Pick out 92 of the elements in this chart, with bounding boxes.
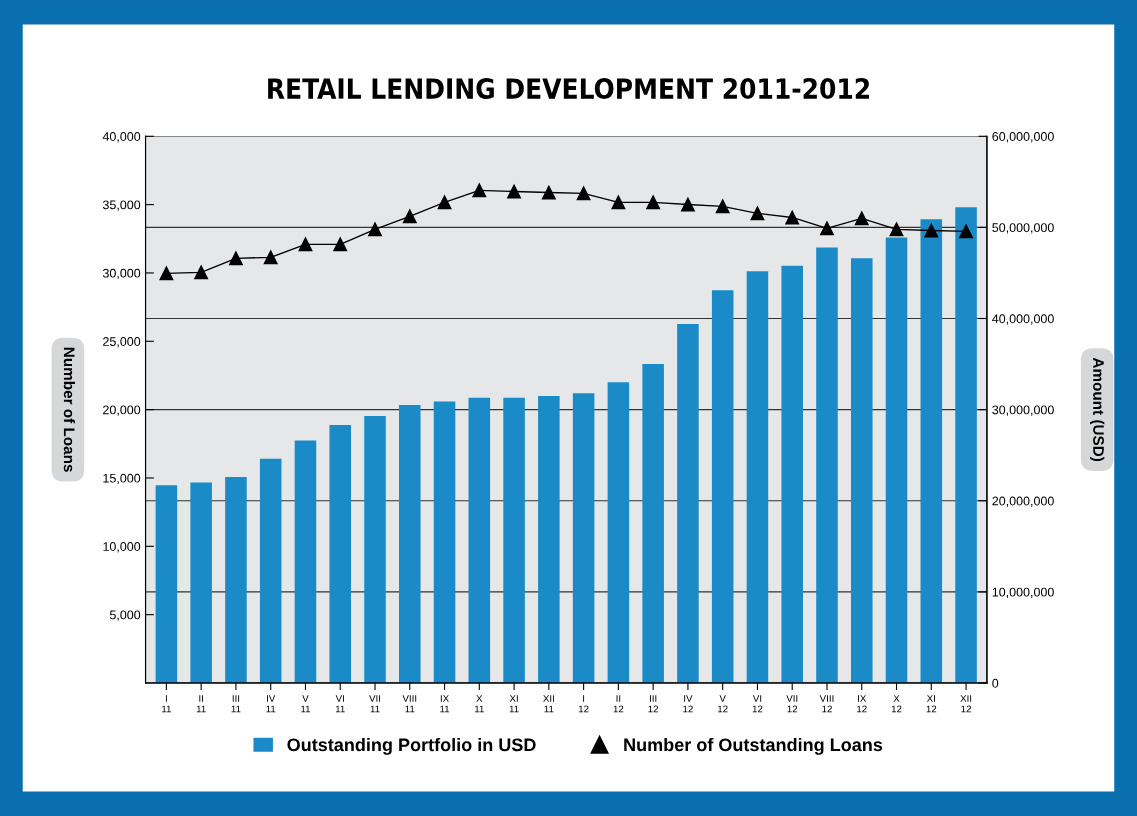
point bbox=[333, 237, 348, 252]
bar bbox=[259, 458, 282, 683]
bar bbox=[433, 401, 456, 683]
bar bbox=[746, 271, 769, 683]
point bbox=[541, 185, 556, 200]
x-tick-label: X 11 bbox=[475, 695, 484, 713]
bar bbox=[816, 247, 838, 683]
x-tick-label: V 12 bbox=[718, 695, 728, 713]
x-tick-label: VII 11 bbox=[369, 695, 381, 713]
y-axis-title: Number of Loans bbox=[63, 347, 76, 472]
chart-title: RETAIL LENDING DEVELOPMENT 2011-2012 bbox=[268, 78, 870, 100]
y2-tick-label: 60,000,000 bbox=[992, 132, 1054, 143]
y-tick-label: 30,000 bbox=[102, 268, 141, 280]
y-tick-label: 10,000 bbox=[103, 542, 141, 553]
bar bbox=[677, 323, 699, 683]
point bbox=[194, 265, 209, 280]
bar bbox=[572, 393, 595, 683]
point bbox=[959, 224, 974, 239]
bar bbox=[503, 397, 525, 683]
bar bbox=[642, 364, 664, 683]
point bbox=[437, 195, 452, 210]
point bbox=[402, 209, 417, 224]
bar bbox=[607, 382, 630, 683]
x-tick-label: II 12 bbox=[613, 695, 624, 713]
bar bbox=[711, 290, 734, 683]
y-tick-label: 20,000 bbox=[103, 405, 141, 416]
bar bbox=[885, 237, 908, 683]
bar bbox=[955, 207, 977, 683]
x-tick-label: VII 12 bbox=[786, 695, 798, 713]
point bbox=[854, 211, 869, 226]
x-tick-label: I 11 bbox=[162, 695, 171, 713]
y-tick-label: 25,000 bbox=[103, 337, 141, 348]
x-tick-label: IX 11 bbox=[440, 695, 450, 713]
point bbox=[785, 210, 800, 225]
x-tick-label: IV 12 bbox=[683, 695, 693, 713]
point bbox=[750, 206, 765, 221]
y-tick-label: 35,000 bbox=[102, 200, 141, 211]
x-tick-label: I 12 bbox=[578, 695, 589, 713]
point bbox=[472, 183, 487, 198]
y-tick-label: 40,000 bbox=[102, 132, 141, 143]
point bbox=[611, 195, 626, 210]
x-tick-label: XI 11 bbox=[509, 695, 519, 713]
x-tick-label: X 12 bbox=[891, 695, 902, 713]
x-tick-label: II 11 bbox=[196, 695, 206, 713]
x-tick-label: VIII 11 bbox=[402, 695, 417, 713]
x-tick-label: XII 12 bbox=[960, 695, 972, 713]
y2-axis-title: Amount (USD) bbox=[1090, 357, 1105, 462]
bar bbox=[781, 265, 803, 683]
bar bbox=[155, 485, 178, 683]
bar bbox=[364, 416, 386, 683]
bar bbox=[538, 395, 560, 683]
x-tick-label: IX 12 bbox=[857, 695, 867, 713]
x-tick-label: VI 12 bbox=[752, 695, 763, 713]
point bbox=[924, 223, 939, 238]
bar bbox=[468, 397, 491, 683]
bar bbox=[920, 219, 943, 683]
y2-tick-label: 30,000,000 bbox=[992, 405, 1054, 416]
point bbox=[820, 221, 834, 236]
bar bbox=[225, 477, 247, 683]
point bbox=[507, 184, 522, 199]
y-tick-label: 5,000 bbox=[109, 610, 141, 621]
x-tick-label: IV 11 bbox=[266, 695, 276, 713]
y2-tick-label: 40,000,000 bbox=[992, 314, 1054, 325]
bar bbox=[850, 258, 873, 683]
point bbox=[159, 266, 174, 281]
point bbox=[298, 237, 313, 252]
x-tick-label: XI 12 bbox=[926, 695, 937, 713]
point bbox=[889, 222, 904, 237]
bar bbox=[398, 405, 421, 683]
legend-label: Number of Outstanding Loans bbox=[624, 737, 883, 755]
legend-label: Outstanding Portfolio in USD bbox=[287, 737, 536, 755]
bar bbox=[329, 425, 352, 683]
y2-tick-label: 20,000,000 bbox=[992, 496, 1054, 507]
point bbox=[263, 250, 278, 265]
x-tick-label: V 11 bbox=[301, 695, 311, 713]
bar bbox=[294, 440, 317, 683]
x-tick-label: VIII 12 bbox=[819, 695, 834, 713]
y2-tick-label: 50,000,000 bbox=[992, 223, 1054, 234]
point bbox=[646, 195, 661, 210]
x-tick-label: XII 11 bbox=[543, 695, 554, 713]
x-tick-label: III 12 bbox=[648, 695, 659, 713]
x-tick-label: III 11 bbox=[231, 695, 241, 713]
y2-tick-label: 0 bbox=[992, 678, 999, 688]
bar bbox=[190, 482, 212, 683]
point bbox=[576, 186, 591, 201]
point bbox=[368, 222, 382, 237]
point bbox=[228, 251, 243, 266]
y-tick-label: 15,000 bbox=[103, 473, 141, 485]
x-tick-label: VI 11 bbox=[335, 695, 345, 713]
y2-tick-label: 10,000,000 bbox=[992, 587, 1054, 598]
point bbox=[680, 197, 695, 212]
point bbox=[715, 199, 730, 214]
